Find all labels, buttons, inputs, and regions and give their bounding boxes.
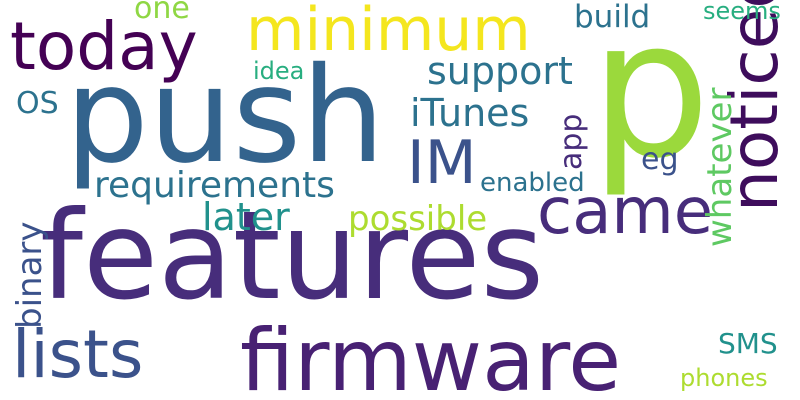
word-today: today bbox=[10, 8, 198, 85]
word-iTunes: iTunes bbox=[410, 91, 530, 135]
word-OS: OS bbox=[16, 86, 59, 121]
word-one: one bbox=[134, 0, 190, 26]
word-build: build bbox=[574, 0, 651, 35]
word-possible: possible bbox=[348, 199, 488, 239]
word-enabled: enabled bbox=[480, 168, 585, 198]
word-idea: idea bbox=[253, 57, 305, 85]
word-features: features bbox=[40, 185, 545, 327]
word-seems: seems bbox=[703, 0, 781, 25]
word-came: came bbox=[537, 175, 714, 249]
word-p: p bbox=[590, 0, 711, 200]
word-eg: eg bbox=[641, 142, 679, 177]
word-firmware: firmware bbox=[240, 311, 622, 400]
word-lists: lists bbox=[12, 316, 144, 393]
word-minimum: minimum bbox=[246, 0, 531, 65]
word-binary: binary bbox=[10, 221, 50, 329]
word-app: app bbox=[554, 113, 589, 170]
word-phones: phones bbox=[680, 364, 768, 392]
word-IM: IM bbox=[407, 128, 477, 198]
word-requirements: requirements bbox=[94, 165, 335, 206]
word-push: push bbox=[65, 39, 385, 193]
word-whatever: whatever bbox=[700, 87, 740, 247]
word-SMS: SMS bbox=[718, 327, 778, 360]
word-support: support bbox=[427, 49, 573, 93]
word-later: later bbox=[202, 195, 290, 239]
